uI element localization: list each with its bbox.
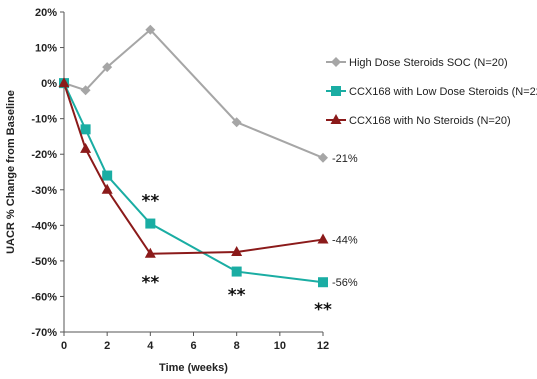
data-point-no-steroids-ccx168 bbox=[101, 183, 113, 194]
y-tick-label: 10% bbox=[35, 43, 57, 55]
significance-marker: ** bbox=[228, 286, 246, 306]
data-point-high-dose-soc bbox=[102, 62, 113, 73]
data-point-low-dose-ccx168 bbox=[80, 124, 91, 135]
x-tick-label: 10 bbox=[274, 340, 286, 352]
x-tick-label: 8 bbox=[234, 340, 240, 352]
y-tick-label: -40% bbox=[31, 220, 57, 232]
end-value-label-low-dose-ccx168: -56% bbox=[332, 277, 358, 289]
legend: High Dose Steroids SOC (N=20) CCX168 with… bbox=[326, 57, 537, 127]
annotations: ** ** ** ** bbox=[141, 191, 332, 319]
data-point-high-dose-soc bbox=[80, 85, 91, 96]
series-layer: -21% -56% -44% bbox=[58, 24, 358, 289]
y-tick-label: -70% bbox=[31, 327, 57, 339]
y-tick-label: -50% bbox=[31, 256, 57, 268]
data-point-high-dose-soc bbox=[318, 152, 328, 163]
data-point-no-steroids-ccx168 bbox=[80, 142, 92, 153]
y-tick-label: -60% bbox=[31, 291, 57, 303]
series-line-no-steroids-ccx168 bbox=[63, 82, 324, 255]
legend-marker bbox=[331, 57, 341, 67]
series-line-low-dose-ccx168 bbox=[63, 82, 324, 284]
data-point-no-steroids-ccx168 bbox=[58, 77, 70, 88]
y-axis-title: UACR % Change from Baseline bbox=[5, 90, 17, 254]
x-axis-title: Time (weeks) bbox=[159, 362, 228, 374]
legend-marker bbox=[330, 114, 342, 124]
y-tick-label: -30% bbox=[31, 185, 57, 197]
data-point-low-dose-ccx168 bbox=[145, 218, 156, 229]
data-point-low-dose-ccx168 bbox=[318, 277, 328, 288]
end-value-label-no-steroids-ccx168: -44% bbox=[332, 235, 358, 247]
significance-marker: ** bbox=[141, 191, 159, 211]
data-point-high-dose-soc bbox=[145, 24, 156, 35]
legend-item-high-dose-soc: High Dose Steroids SOC (N=20) bbox=[326, 57, 508, 69]
significance-marker: ** bbox=[314, 300, 332, 320]
significance-marker: ** bbox=[141, 273, 159, 293]
data-point-high-dose-soc bbox=[231, 117, 242, 128]
legend-label: CCX168 with Low Dose Steroids (N=22) bbox=[349, 86, 537, 98]
legend-label: High Dose Steroids SOC (N=20) bbox=[349, 57, 508, 69]
y-tick-label: 20% bbox=[35, 7, 57, 19]
series-line-high-dose-soc bbox=[63, 28, 324, 159]
series-high-dose-soc: -21% bbox=[59, 24, 358, 165]
end-value-label-high-dose-soc: -21% bbox=[332, 153, 358, 165]
x-tick-label: 4 bbox=[147, 340, 154, 352]
legend-item-low-dose-ccx168: CCX168 with Low Dose Steroids (N=22) bbox=[326, 86, 537, 98]
data-point-no-steroids-ccx168 bbox=[231, 246, 243, 256]
legend-marker bbox=[331, 86, 341, 96]
x-tick-label: 0 bbox=[61, 340, 67, 352]
y-tick-label: 0% bbox=[41, 78, 57, 90]
data-point-no-steroids-ccx168 bbox=[317, 233, 329, 244]
legend-label: CCX168 with No Steroids (N=20) bbox=[349, 115, 511, 127]
y-tick-label: -20% bbox=[31, 149, 57, 161]
y-ticks: 20% 10% 0% -10% -20% -30% -40% -50% -60% -70% bbox=[31, 7, 64, 339]
x-tick-label: 6 bbox=[190, 340, 196, 352]
data-point-low-dose-ccx168 bbox=[231, 266, 242, 277]
x-tick-label: 12 bbox=[317, 340, 329, 352]
data-point-low-dose-ccx168 bbox=[102, 170, 113, 181]
series-no-steroids-ccx168: -44% bbox=[58, 77, 358, 258]
legend-item-no-steroids-ccx168: CCX168 with No Steroids (N=20) bbox=[326, 114, 511, 127]
x-ticks: 0 2 4 6 8 10 12 bbox=[61, 332, 329, 352]
x-tick-label: 2 bbox=[104, 340, 110, 352]
y-tick-label: -10% bbox=[31, 114, 57, 126]
data-point-no-steroids-ccx168 bbox=[144, 247, 156, 258]
